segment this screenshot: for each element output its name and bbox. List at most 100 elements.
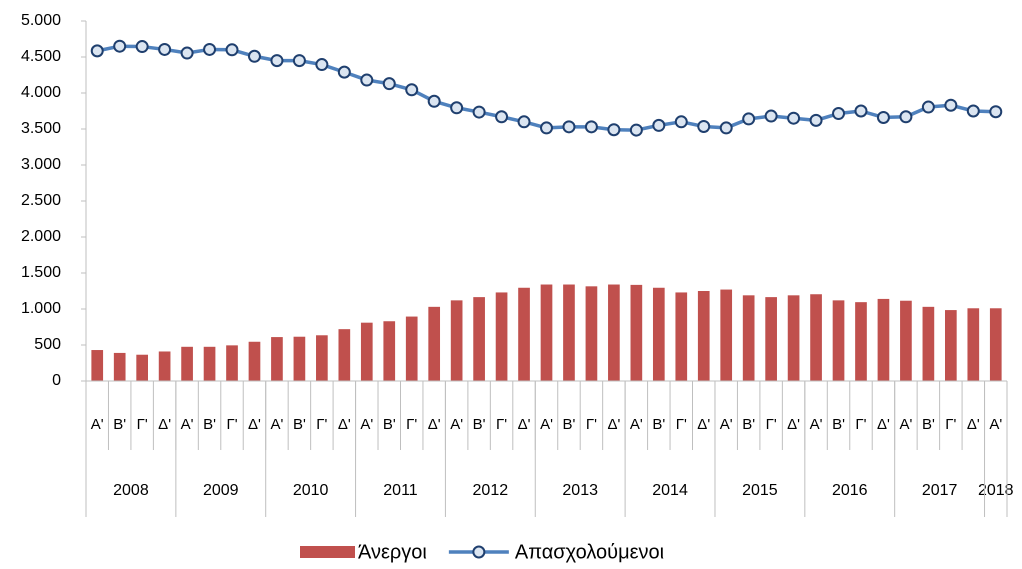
marker xyxy=(450,101,464,115)
bar xyxy=(630,284,643,381)
marker xyxy=(90,44,104,58)
x-tick-label: Δ' xyxy=(338,416,351,433)
marker xyxy=(989,105,1003,119)
bar xyxy=(967,308,980,381)
x-tick-label: Δ' xyxy=(428,416,441,433)
bar xyxy=(405,316,418,381)
x-tick-label: Β' xyxy=(293,416,306,433)
marker xyxy=(921,100,935,114)
x-group-label: 2011 xyxy=(383,482,418,499)
marker xyxy=(764,109,778,123)
y-tick-label: 4.000 xyxy=(21,84,61,101)
marker xyxy=(562,120,576,134)
x-tick-label: Δ' xyxy=(787,416,800,433)
x-group-label: 2014 xyxy=(652,482,688,499)
x-tick-label: Γ' xyxy=(676,416,687,433)
marker xyxy=(405,83,419,97)
y-tick-label: 0 xyxy=(52,372,61,389)
x-tick-label: Α' xyxy=(271,416,284,433)
bar xyxy=(495,292,508,381)
bar xyxy=(158,351,171,381)
marker xyxy=(742,112,756,126)
marker xyxy=(495,110,509,124)
x-tick-label: Γ' xyxy=(766,416,777,433)
bar xyxy=(832,300,845,381)
bar xyxy=(563,284,575,381)
x-group-label: 2009 xyxy=(203,482,239,499)
bar xyxy=(226,345,238,381)
legend-label: Άνεργοι xyxy=(358,541,427,563)
x-tick-label: Β' xyxy=(473,416,486,433)
x-group-label: 2016 xyxy=(832,482,868,499)
bar xyxy=(316,335,328,381)
bar xyxy=(810,294,822,381)
x-tick-label: Δ' xyxy=(697,416,710,433)
marker xyxy=(135,40,149,54)
y-tick-label: 1.000 xyxy=(21,300,61,317)
y-tick-label: 500 xyxy=(34,336,61,353)
legend-marker xyxy=(472,545,486,559)
x-tick-label: Α' xyxy=(540,416,553,433)
x-group-label: 2013 xyxy=(562,482,598,499)
marker xyxy=(225,43,239,57)
bar xyxy=(360,322,373,381)
bar xyxy=(338,329,351,381)
x-group-label: 2017 xyxy=(922,482,958,499)
y-tick-label: 5.000 xyxy=(21,12,61,29)
bar xyxy=(203,346,216,381)
x-group-label: 2008 xyxy=(113,482,149,499)
x-tick-label: Γ' xyxy=(855,416,866,433)
x-tick-label: Β' xyxy=(203,416,216,433)
marker xyxy=(607,123,621,137)
marker xyxy=(899,110,913,124)
y-tick-label: 2.000 xyxy=(21,228,61,245)
bar xyxy=(383,321,396,381)
marker xyxy=(697,119,711,133)
x-tick-label: Α' xyxy=(91,416,104,433)
x-group-label: 2012 xyxy=(473,482,509,499)
marker xyxy=(315,58,329,72)
marker xyxy=(360,73,374,87)
x-tick-label: Β' xyxy=(563,416,576,433)
bar xyxy=(473,297,485,381)
x-tick-label: Β' xyxy=(832,416,845,433)
y-tick-label: 2.500 xyxy=(21,192,61,209)
bar xyxy=(787,295,800,381)
bar xyxy=(248,341,261,381)
x-tick-label: Δ' xyxy=(158,416,171,433)
x-tick-label: Γ' xyxy=(496,416,507,433)
x-tick-label: Γ' xyxy=(316,416,327,433)
x-tick-label: Γ' xyxy=(406,416,417,433)
legend-label: Απασχολούμενοι xyxy=(515,541,664,563)
x-tick-label: Α' xyxy=(450,416,463,433)
y-tick-label: 3.000 xyxy=(21,156,61,173)
marker xyxy=(674,115,688,129)
x-tick-label: Δ' xyxy=(248,416,261,433)
x-group-label: 2015 xyxy=(742,482,778,499)
bar xyxy=(450,300,463,381)
bar xyxy=(900,300,912,381)
bar xyxy=(877,298,890,381)
bar xyxy=(271,337,283,381)
x-tick-label: Β' xyxy=(922,416,935,433)
bar xyxy=(428,306,441,381)
bar xyxy=(136,354,148,381)
marker xyxy=(787,111,801,125)
bar xyxy=(540,284,553,381)
bar xyxy=(922,306,935,381)
x-tick-label: Γ' xyxy=(586,416,597,433)
x-tick-label: Γ' xyxy=(137,416,148,433)
marker xyxy=(337,65,351,79)
bar xyxy=(855,302,867,381)
marker xyxy=(944,98,958,112)
marker xyxy=(719,121,733,135)
x-group-label: 2010 xyxy=(293,482,329,499)
marker xyxy=(517,115,531,129)
marker xyxy=(427,94,441,108)
x-tick-label: Α' xyxy=(181,416,194,433)
marker xyxy=(629,123,643,137)
marker xyxy=(854,104,868,118)
marker xyxy=(832,107,846,121)
bar xyxy=(518,287,530,381)
